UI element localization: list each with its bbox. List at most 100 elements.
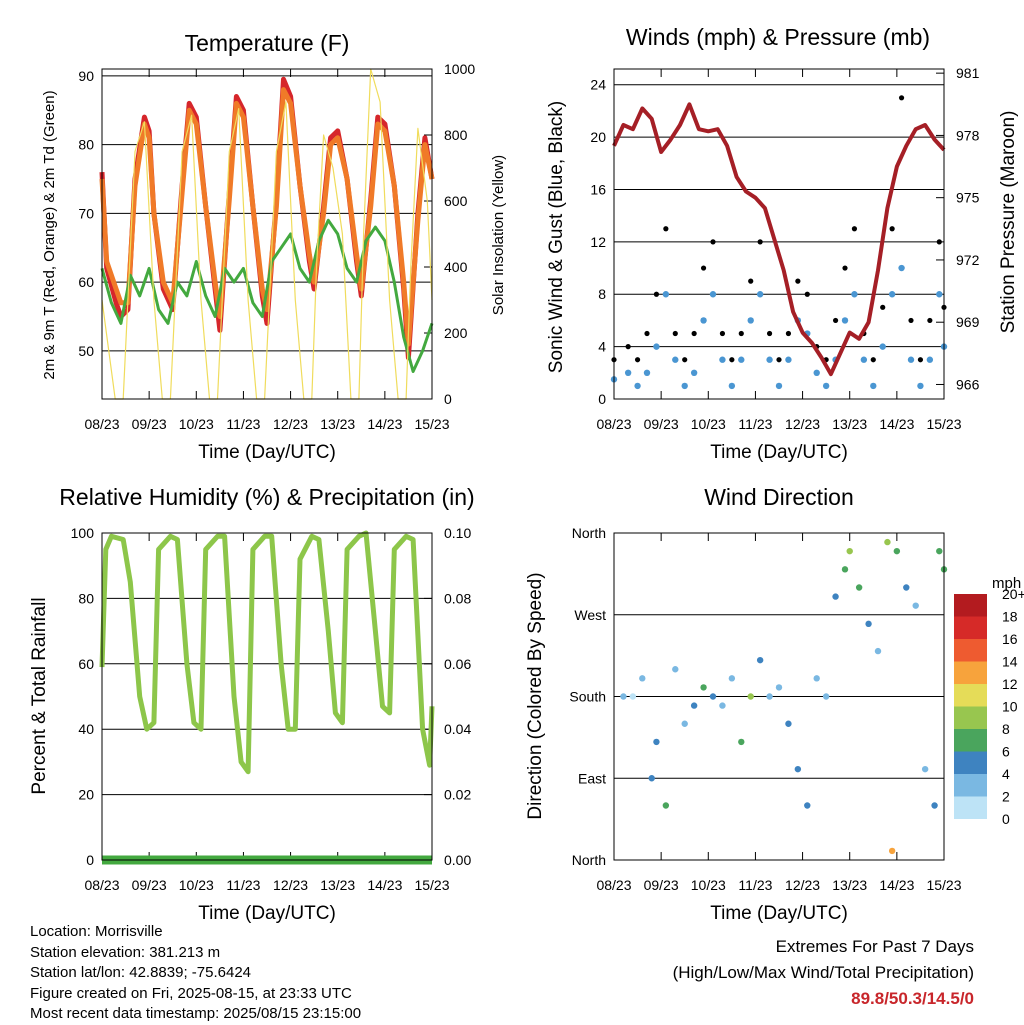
colorbar-swatch	[954, 774, 987, 797]
direction-point	[756, 656, 764, 664]
x-tick-label: 15/23	[414, 877, 449, 893]
created-text: Figure created on Fri, 2025-08-15, at 23…	[30, 984, 352, 1002]
winds-y2label: Station Pressure (Maroon)	[998, 111, 1019, 334]
direction-point	[709, 693, 717, 700]
x-tick-label: 12/23	[785, 416, 820, 432]
x-tick-label: 11/23	[738, 877, 772, 893]
colorbar-label: 14	[1002, 654, 1018, 670]
wind-point	[785, 356, 792, 363]
y2-tick-label: 0.08	[444, 590, 471, 606]
wind-point	[653, 343, 660, 350]
direction-point	[648, 775, 655, 782]
y-tick-label: 90	[78, 68, 94, 84]
colorbar-swatch	[954, 796, 987, 819]
x-tick-label: 09/23	[644, 877, 679, 893]
wind-point	[634, 382, 641, 390]
x-tick-label: 14/23	[879, 877, 914, 893]
direction-point	[893, 547, 901, 555]
wind-point	[672, 356, 679, 363]
y2-tick-label: 0.00	[444, 852, 471, 868]
wind-point	[624, 369, 632, 377]
extremes-values: 89.8/50.3/14.5/0	[851, 989, 974, 1008]
y-tick-label: 100	[71, 525, 95, 541]
direction-point	[766, 693, 773, 700]
direction-point	[888, 847, 896, 855]
gust-point	[663, 226, 669, 232]
direction-point	[620, 693, 627, 700]
gust-point	[917, 357, 924, 363]
wind-point	[662, 291, 670, 298]
y-tick-label: 24	[590, 77, 606, 93]
direction-point	[832, 593, 839, 600]
gust-point	[776, 357, 782, 363]
x-tick-label: 11/23	[226, 877, 260, 893]
x-tick-label: 13/23	[832, 416, 867, 432]
direction-point	[874, 647, 882, 655]
x-tick-label: 10/23	[691, 877, 726, 893]
colorbar-label: 2	[1002, 789, 1010, 805]
winds-ylabel: Sonic Wind & Gust (Blue, Black)	[546, 101, 567, 373]
y2-tick-label: 0	[444, 391, 452, 407]
x-tick-label: 10/23	[179, 416, 214, 432]
winds-y2-tick-labels: 966 969 972 975 978 981	[936, 65, 980, 392]
gust-point	[644, 330, 650, 337]
x-tick-label: 08/23	[84, 877, 119, 893]
humidity-series	[99, 530, 435, 865]
direction-title: Wind Direction	[704, 484, 854, 510]
direction-point	[662, 802, 670, 809]
x-tick-label: 11/23	[738, 416, 772, 432]
colorbar-label: 18	[1002, 609, 1018, 625]
direction-point	[912, 602, 919, 609]
wind-point	[747, 317, 754, 324]
wind-point	[907, 356, 915, 363]
x-tick-label: 10/23	[691, 416, 726, 432]
colorbar-swatch	[954, 751, 987, 774]
wind-point	[870, 382, 877, 390]
colorbar-label: 6	[1002, 744, 1010, 760]
wind-point	[860, 356, 868, 363]
wind-point	[822, 382, 830, 390]
direction-point	[822, 693, 830, 700]
humidity-panel: Relative Humidity (%) & Precipitation (i…	[29, 484, 475, 924]
y-tick-label: 70	[78, 205, 94, 221]
x-tick-label: 08/23	[596, 877, 631, 893]
y-tick-label: North	[572, 525, 606, 541]
y-tick-label: North	[572, 852, 606, 868]
direction-x-tick-labels: 08/23 09/23 10/23 11/23 12/23 13/23 14/23 15/23	[596, 533, 962, 893]
x-tick-label: 12/23	[273, 416, 308, 432]
temperature-title: Temperature (F)	[185, 30, 350, 56]
x-tick-label: 12/23	[785, 877, 820, 893]
direction-point	[813, 675, 820, 682]
x-tick-label: 14/23	[367, 416, 402, 432]
colorbar-swatch	[954, 594, 987, 617]
gust-point	[908, 317, 914, 324]
y2-tick-label: 800	[444, 127, 468, 143]
gust-point	[682, 357, 688, 363]
y2-tick-label: 0.06	[444, 656, 471, 672]
temperature-plot-frame	[101, 68, 433, 400]
direction-panel: Wind Direction North East South West North 0…	[525, 484, 1024, 924]
direction-point	[903, 584, 910, 591]
temperature-xlabel: Time (Day/UTC)	[198, 442, 336, 463]
y2-tick-label: 972	[956, 252, 980, 268]
y2-tick-label: 0.04	[444, 721, 471, 737]
y-tick-label: 60	[78, 656, 94, 672]
gust-point	[757, 239, 763, 245]
direction-point	[681, 720, 688, 727]
wind-point	[709, 291, 717, 298]
direction-point	[728, 675, 736, 682]
direction-point	[690, 702, 698, 709]
2m-td-line	[100, 218, 434, 373]
wind-point	[851, 291, 858, 298]
x-tick-label: 11/23	[226, 416, 260, 432]
direction-y-tick-labels: North East South West North	[569, 525, 944, 868]
temperature-panel: Temperature (F) 50 60 70 80 90 0 200 400 600 800…	[41, 30, 507, 463]
colorbar-label: 12	[1002, 676, 1018, 692]
direction-point	[855, 584, 863, 591]
y2-tick-label: 966	[956, 376, 980, 392]
latlon-text: Station lat/lon: 42.8839; -75.6424	[30, 964, 252, 981]
y2-tick-label: 981	[956, 65, 980, 81]
x-tick-label: 10/23	[179, 877, 214, 893]
winds-series	[610, 95, 948, 390]
